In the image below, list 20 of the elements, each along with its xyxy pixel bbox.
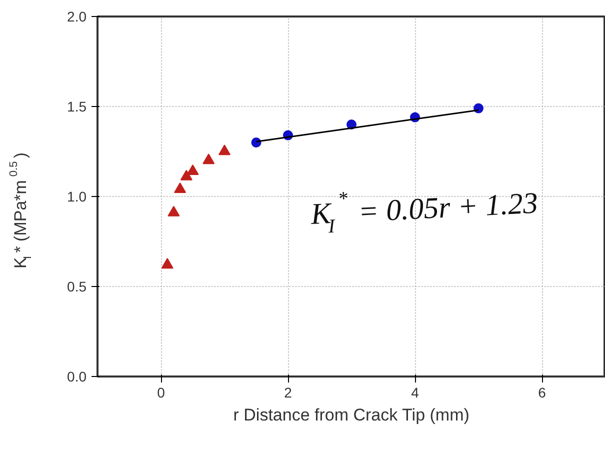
point	[180, 170, 192, 180]
y-tick-label: 0.0	[67, 368, 87, 384]
x-axis-title: r Distance from Crack Tip (mm)	[233, 406, 470, 424]
x-tick-label: 0	[157, 384, 166, 400]
point	[168, 206, 180, 216]
y-tick-label: 2.0	[67, 8, 87, 24]
x-tick-label: 2	[284, 384, 292, 400]
point	[161, 258, 174, 269]
point	[218, 144, 230, 156]
y-tick-label: 0.5	[67, 278, 87, 294]
point	[474, 103, 484, 114]
point	[186, 164, 199, 175]
x-tick-label: 4	[411, 384, 420, 400]
point	[174, 182, 186, 193]
x-tick-label: 6	[538, 384, 546, 400]
y-tick-label: 1.0	[67, 188, 87, 204]
y-tick-label: 1.5	[67, 98, 87, 114]
point	[202, 154, 215, 164]
annotation: KI* = 0.05r + 1.23	[309, 186, 539, 238]
y-axis-title: KI* (MPa*m0.5)	[8, 152, 34, 268]
